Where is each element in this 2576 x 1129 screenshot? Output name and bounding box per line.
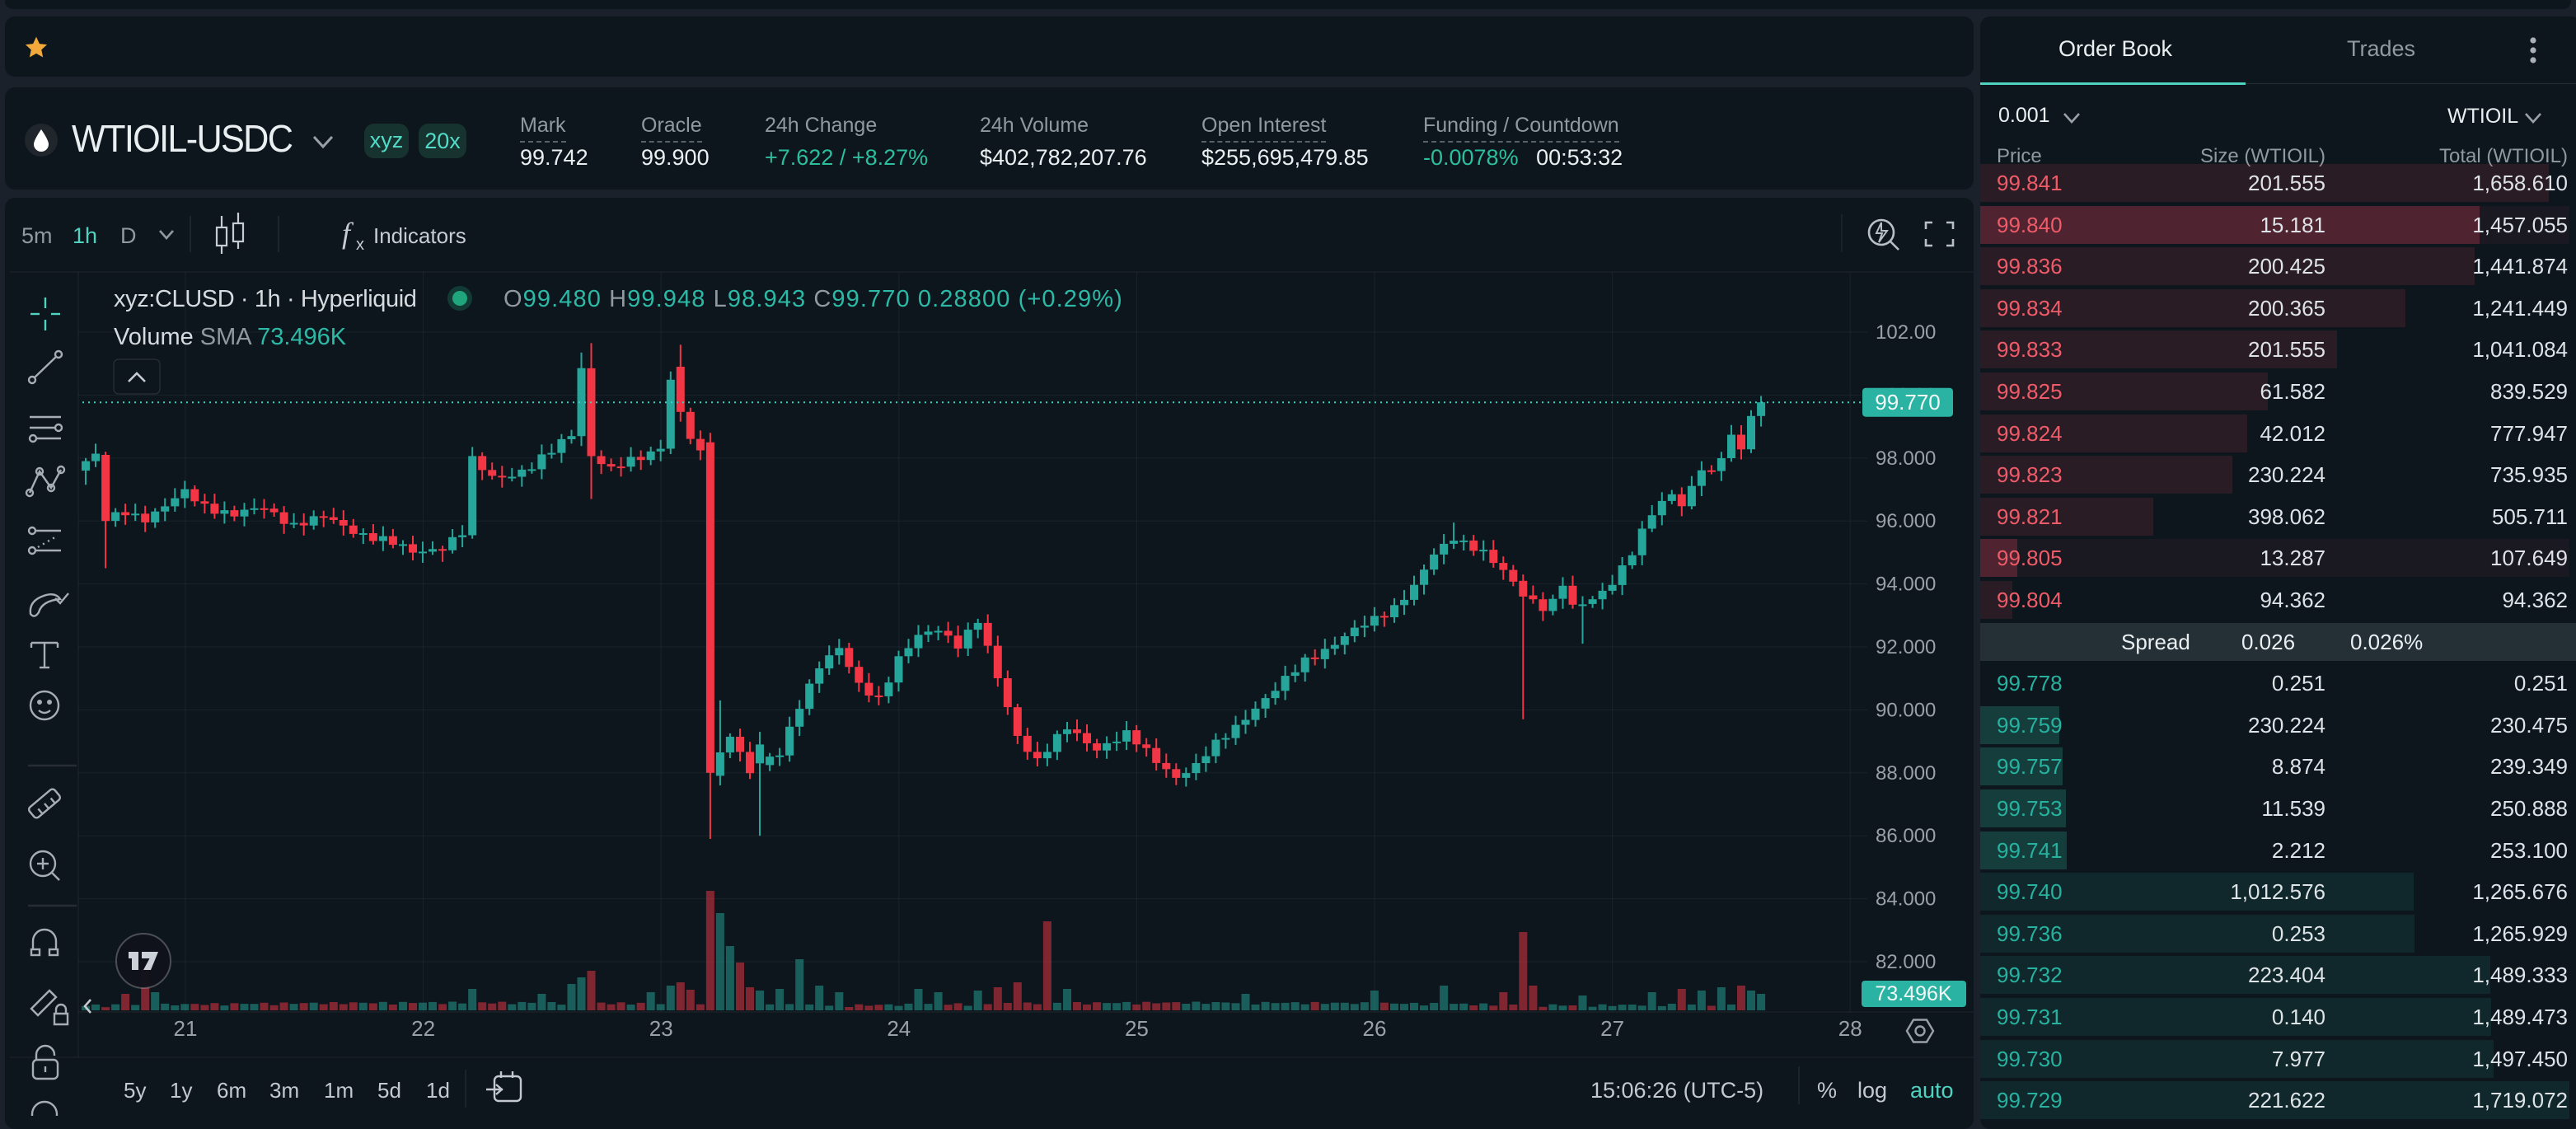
- svg-text:26: 26: [1363, 1016, 1387, 1041]
- svg-text:27: 27: [1600, 1016, 1624, 1041]
- svg-text:log: log: [1857, 1078, 1887, 1103]
- svg-text:5y: 5y: [124, 1078, 146, 1103]
- svg-text:5d: 5d: [377, 1078, 401, 1103]
- svg-text:15:06:26 (UTC-5): 15:06:26 (UTC-5): [1590, 1078, 1763, 1103]
- svg-text:f: f: [342, 217, 354, 250]
- svg-text:98.000: 98.000: [1876, 447, 1936, 470]
- svg-text:Indicators: Indicators: [373, 223, 466, 248]
- svg-text:6m: 6m: [217, 1078, 246, 1103]
- svg-text:21: 21: [174, 1016, 198, 1041]
- svg-text:84.000: 84.000: [1876, 888, 1936, 911]
- svg-text:25: 25: [1125, 1016, 1149, 1041]
- svg-text:23: 23: [649, 1016, 673, 1041]
- svg-text:28: 28: [1838, 1016, 1862, 1041]
- svg-text:99.770: 99.770: [1875, 390, 1941, 415]
- svg-text:O99.480 H99.948 L98.943 C99.77: O99.480 H99.948 L98.943 C99.770 0.28800 …: [503, 286, 1123, 312]
- svg-text:3m: 3m: [269, 1078, 299, 1103]
- svg-text:92.000: 92.000: [1876, 636, 1936, 658]
- svg-text:24: 24: [887, 1016, 911, 1041]
- svg-text:22: 22: [411, 1016, 435, 1041]
- svg-text:96.000: 96.000: [1876, 510, 1936, 532]
- svg-text:82.000: 82.000: [1876, 951, 1936, 973]
- svg-text:1d: 1d: [426, 1078, 450, 1103]
- svg-text:Volume SMA 73.496K: Volume SMA 73.496K: [114, 324, 347, 350]
- svg-text:102.00: 102.00: [1876, 321, 1936, 344]
- svg-text:1m: 1m: [324, 1078, 354, 1103]
- svg-text:5m: 5m: [21, 223, 53, 248]
- svg-text:73.496K: 73.496K: [1875, 982, 1951, 1005]
- svg-text:88.000: 88.000: [1876, 762, 1936, 785]
- svg-text:auto: auto: [1910, 1078, 1954, 1103]
- svg-text:86.000: 86.000: [1876, 825, 1936, 847]
- svg-text:94.000: 94.000: [1876, 574, 1936, 596]
- svg-text:x: x: [356, 236, 364, 254]
- svg-text:%: %: [1817, 1078, 1837, 1103]
- svg-text:90.000: 90.000: [1876, 699, 1936, 721]
- svg-text:1y: 1y: [170, 1078, 192, 1103]
- svg-text:xyz:CLUSD · 1h · Hyperliquid: xyz:CLUSD · 1h · Hyperliquid: [114, 286, 417, 312]
- svg-text:1h: 1h: [73, 223, 97, 248]
- svg-text:D: D: [120, 223, 137, 248]
